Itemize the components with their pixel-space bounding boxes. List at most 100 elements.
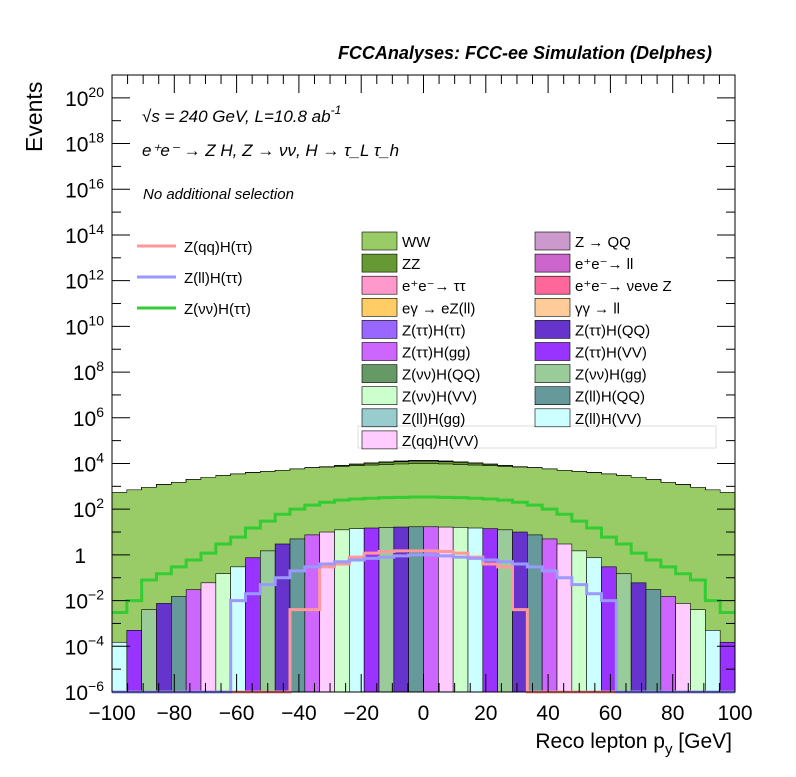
inner-bar [467,527,484,693]
inner-bar [645,589,662,693]
inner-bar [675,603,691,693]
inner-bar [141,609,157,693]
y-tick-label: 1012 [65,267,104,294]
legend-label: ZZ [402,256,420,273]
inner-bar [512,531,528,693]
stacked-histograms [111,460,736,693]
legend-swatch [534,231,571,251]
legend-label: e⁺e⁻→ ll [575,256,633,273]
legend-swatch [534,297,571,317]
legend-swatch [361,430,398,450]
inner-bar [660,596,676,693]
inner-bar [171,596,187,693]
x-tick-label: 100 [717,702,752,725]
y-tick-label: 1020 [65,84,104,111]
inner-bar [497,529,513,693]
x-tick-label: 40 [536,702,559,725]
legend-label: Z(ll)H(gg) [402,411,465,428]
signal-line-1 [112,553,735,694]
legend-label: Z(ττ)H(ττ) [402,322,466,339]
inner-bar [304,534,320,693]
legend-label: Z(qq)H(VV) [402,433,479,450]
inner-bar [527,534,543,693]
y-tick-label: 106 [73,404,104,431]
x-tick-label: 80 [661,702,684,725]
x-tick-label: 20 [474,702,497,725]
inner-bar [616,573,632,693]
inner-bar [482,528,498,693]
inner-bar [156,603,172,693]
legend-swatch [534,320,571,339]
y-tick-label: 1014 [65,221,104,248]
legend-line-label: Z(νν)H(ττ) [184,301,251,318]
selection-annotation: No additional selection [143,186,294,203]
inner-bar [571,550,587,693]
inner-bar [541,538,558,693]
y-tick-label: 108 [73,358,104,385]
x-axis-label: Reco lepton py [GeV] [535,730,732,758]
inner-bar [556,543,573,693]
x-axis-label-sub: y [665,741,673,758]
legend-swatch [534,253,571,273]
inner-bar [126,630,142,693]
inner-bar [274,543,291,693]
legend-swatch [534,342,571,361]
legend-label: Z(νν)H(gg) [575,367,647,384]
x-tick-label: 0 [418,702,430,725]
legend-boxes: WW ZZ e⁺e⁻→ ττ eγ → eZ(ll) Z(ττ)H(ττ) Z(ττ)H(… [361,231,672,450]
inner-bar [260,550,276,693]
legend-swatch [361,342,398,361]
legend-lines: Z(qq)H(ττ) Z(ll)H(ττ) Z(νν)H(ττ) [137,239,253,318]
y-tick-label: 10−4 [65,632,105,659]
legend-label: Z(ττ)H(gg) [402,345,471,362]
legend-label: Z → QQ [575,234,631,251]
x-tick-label: −20 [343,702,379,725]
y-tick-label: 102 [73,495,104,522]
x-tick-label: −100 [88,702,135,725]
legend-line-label: Z(ll)H(ττ) [184,270,243,287]
x-axis-label-main: Reco lepton p [535,730,665,753]
inner-bar [334,529,350,693]
legend-label: WW [402,234,431,251]
signal-line-2 [112,495,735,615]
legend-label: Z(ττ)H(VV) [575,345,647,362]
x-tick-label: −80 [156,702,192,725]
y-tick-label: 1018 [65,130,104,157]
inner-bar [319,531,335,693]
inner-bar [630,582,647,693]
legend-swatch [361,364,398,383]
inner-bar [601,566,617,693]
x-tick-label: −60 [219,702,255,725]
legend-line-label: Z(qq)H(ττ) [184,239,253,256]
y-tick-label: 10−6 [65,678,105,705]
chart-title: FCCAnalyses: FCC-ee Simulation (Delphes) [338,43,712,63]
inner-bar [245,557,261,693]
legend-label: Z(ττ)H(QQ) [575,322,650,339]
inner-bar [111,641,128,693]
legend-swatch [361,386,398,406]
legend-swatch [361,275,398,295]
legend-swatch [361,253,398,273]
inner-bar [690,609,706,693]
inner-bar [705,630,721,693]
x-tick-label: −40 [281,702,317,725]
legend-label: Z(ll)H(QQ) [575,389,645,406]
energy-annotation: √s = 240 GeV, L=10.8 ab-1 [142,103,341,126]
legend-label: eγ → eZ(ll) [402,300,475,317]
inner-bar [200,582,217,693]
inner-bar [230,566,246,693]
legend-label: e⁺e⁻→ νeνe Z [575,278,672,295]
legend-swatch [361,231,398,251]
legend-swatch [534,408,571,428]
y-tick-label: 10−2 [65,587,105,614]
y-tick-label: 1 [74,545,86,568]
legend-swatch [534,364,571,383]
process-annotation: e⁺e⁻ → Z H, Z → νν, H → τ_L τ_h [142,141,399,160]
legend-swatch [534,275,571,295]
legend-label: e⁺e⁻→ ττ [402,278,466,295]
inner-bar [719,641,736,693]
x-axis-label-unit: [GeV] [678,730,732,753]
legend-swatch [361,408,398,428]
legend-label: Z(ll)H(VV) [575,411,642,428]
inner-bar [349,528,365,693]
